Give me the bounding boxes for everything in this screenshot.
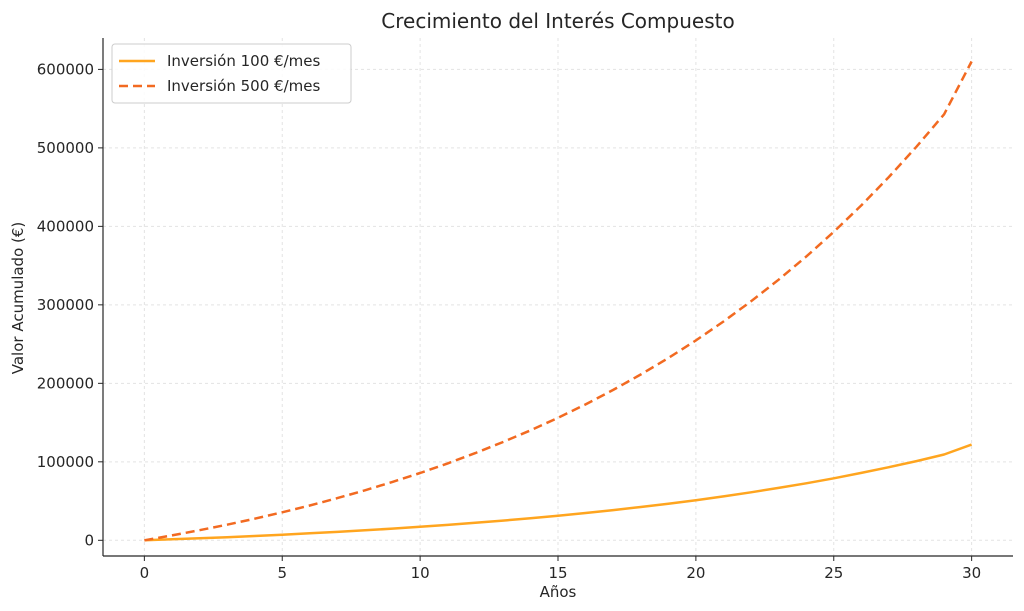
series-line-2: [144, 60, 973, 542]
legend-box: [111, 43, 352, 104]
chart-title: Crecimiento del Interés Compuesto: [381, 9, 734, 33]
x-tick-label: 15: [548, 564, 567, 582]
y-tick-label: 0: [84, 531, 94, 549]
x-tick-label: 30: [962, 564, 981, 582]
x-axis-label: Años: [540, 583, 577, 601]
legend-label-series-1: Inversión 100 €/mes: [167, 52, 320, 70]
y-tick-label: 100000: [37, 453, 94, 471]
y-axis-label: Valor Acumulado (€): [9, 222, 27, 375]
series-layer: [144, 60, 973, 542]
y-tick-label: 500000: [37, 139, 94, 157]
y-tick-label: 600000: [37, 60, 94, 78]
y-tick-label: 200000: [37, 374, 94, 392]
x-tick-label: 0: [140, 564, 150, 582]
legend-label-series-2: Inversión 500 €/mes: [167, 77, 320, 95]
legend: Inversión 100 €/mes Inversión 500 €/mes: [111, 43, 352, 104]
x-tick-label: 20: [686, 564, 705, 582]
y-tick-label: 400000: [37, 217, 94, 235]
ticks: 0 5 10 15 20 25 30 0 100000 200000 300000 400000 500…: [37, 60, 981, 582]
x-tick-label: 5: [277, 564, 287, 582]
series-line-1: [144, 443, 973, 542]
x-tick-label: 25: [824, 564, 843, 582]
y-tick-label: 300000: [37, 296, 94, 314]
x-tick-label: 10: [411, 564, 430, 582]
